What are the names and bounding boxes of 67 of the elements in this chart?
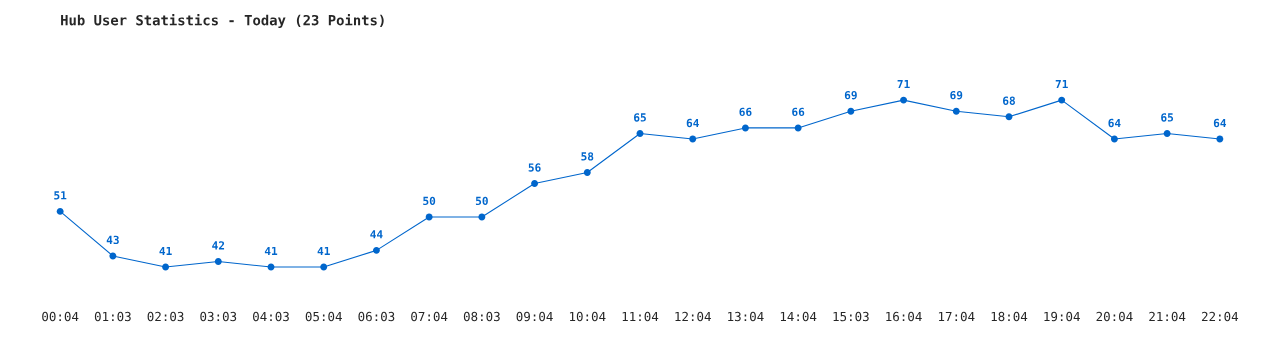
data-label: 68 [1003, 96, 1015, 105]
data-label: 41 [264, 246, 278, 256]
point [847, 107, 855, 115]
point [320, 263, 328, 271]
x-tick-label: 11:04 [622, 311, 659, 322]
point [425, 213, 433, 221]
point [1110, 135, 1118, 143]
x-tick-label: 09:04 [516, 311, 553, 322]
data-label: 64 [1213, 118, 1227, 128]
point [952, 107, 960, 115]
x-tick-label: 18:04 [991, 311, 1028, 322]
point [689, 135, 697, 143]
point [583, 168, 591, 176]
x-tick-label: 19:04 [1044, 311, 1080, 322]
data-label: 50 [475, 196, 488, 206]
data-label: 69 [950, 90, 963, 100]
data-label: 50 [423, 196, 436, 206]
data-label: 43 [106, 235, 119, 245]
point [214, 258, 222, 265]
point [478, 213, 486, 221]
data-label: 42 [212, 241, 225, 250]
x-tick-label: 08:03 [463, 311, 500, 322]
data-label: 66 [739, 107, 752, 117]
data-label: 58 [581, 152, 594, 161]
data-label: 64 [1108, 118, 1121, 128]
data-label: 71 [1055, 79, 1068, 89]
x-tick-label: 14:04 [780, 311, 817, 322]
point [1058, 96, 1066, 104]
data-label: 65 [634, 113, 646, 122]
data-label: 66 [792, 107, 805, 117]
x-tick-label: 21:04 [1149, 311, 1186, 322]
data-label: 51 [54, 191, 67, 200]
data-label: 44 [370, 230, 383, 239]
point [636, 130, 644, 137]
point [1163, 130, 1171, 137]
data-label: 71 [897, 79, 910, 89]
point [741, 124, 749, 132]
point [1216, 135, 1224, 143]
x-tick-label: 06:03 [358, 311, 395, 322]
data-label: 56 [528, 163, 541, 172]
x-tick-label: 04:03 [253, 311, 289, 322]
point [162, 263, 170, 271]
point [900, 96, 908, 104]
x-tick-label: 05:04 [305, 311, 342, 322]
data-label: 69 [844, 90, 857, 100]
x-tick-label: 03:03 [200, 311, 237, 322]
x-tick-label: 15:03 [833, 311, 869, 322]
x-tick-label: 01:03 [94, 311, 131, 322]
data-label: 64 [686, 118, 699, 128]
x-tick-label: 00:04 [42, 311, 79, 322]
chart-title: Hub User Statistics - Today (23 Points) [61, 13, 384, 29]
point [56, 207, 64, 215]
point [531, 180, 539, 188]
point [372, 246, 380, 254]
x-tick-label: 10:04 [569, 311, 606, 322]
x-tick-label: 22:04 [1201, 311, 1239, 322]
x-tick-label: 07:04 [411, 311, 448, 322]
x-tick-label: 02:03 [147, 311, 184, 322]
x-tick-label: 12:04 [675, 311, 711, 322]
data-label: 41 [317, 246, 330, 256]
data-label: 65 [1161, 113, 1174, 122]
point [1005, 113, 1013, 121]
x-tick-label: 16:04 [886, 311, 922, 322]
data-label: 41 [159, 246, 172, 256]
x-tick-label: 13:04 [728, 311, 764, 322]
x-tick-label: 20:04 [1096, 311, 1133, 322]
x-tick-label: 17:04 [938, 311, 975, 322]
